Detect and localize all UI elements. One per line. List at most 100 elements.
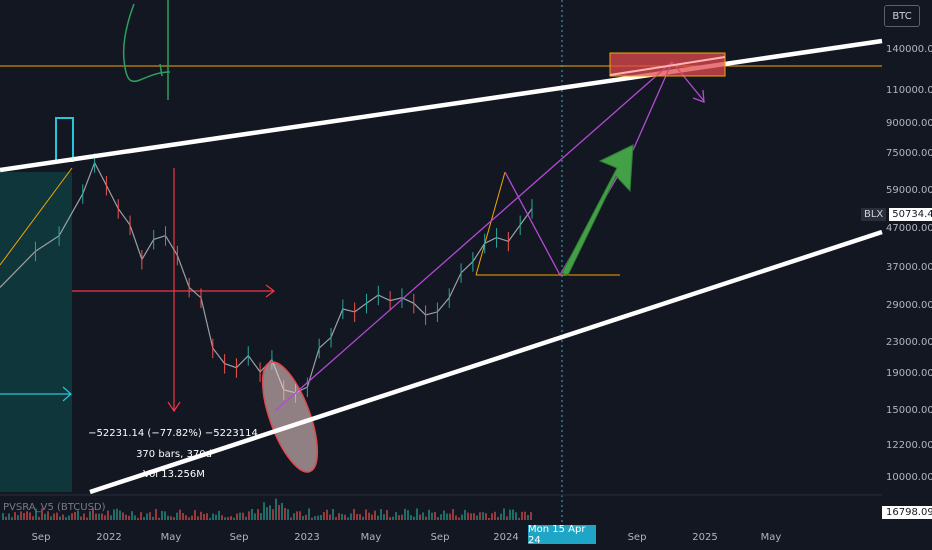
volume-bar — [140, 512, 142, 520]
volume-bar — [335, 517, 337, 520]
volume-bar — [338, 513, 340, 520]
volume-bar — [80, 516, 82, 520]
volume-bar — [245, 516, 247, 520]
early-trendline — [0, 167, 73, 266]
volume-bar — [392, 516, 394, 520]
time-axis-label: Sep — [230, 532, 249, 543]
volume-bar — [380, 509, 382, 520]
volume-bar — [299, 511, 301, 520]
time-axis-label: Sep — [628, 532, 647, 543]
volume-bar — [287, 509, 289, 520]
price-series — [0, 153, 533, 403]
triangle-side — [475, 171, 506, 276]
volume-bar — [167, 515, 169, 520]
measure-label-line3: Vol 13.256M — [143, 469, 205, 480]
time-axis-label: 2022 — [96, 532, 121, 543]
volume-bar — [281, 502, 283, 520]
volume-bar — [14, 512, 16, 520]
price-axis-label: 19000.00 — [886, 368, 932, 379]
volume-bar — [263, 502, 265, 520]
volume-bar — [368, 512, 370, 520]
volume-bar — [350, 513, 352, 520]
volume-bar — [467, 512, 469, 520]
volume-bar — [95, 513, 97, 520]
volume-bar — [464, 509, 466, 520]
price-axis-label: 110000.00 — [886, 85, 932, 96]
volume-bar — [521, 511, 523, 520]
price-axis[interactable]: 140000.00 110000.00 90000.00 75000.00 59000.… — [886, 44, 932, 483]
volume-bar — [428, 509, 430, 520]
volume-bar — [395, 512, 397, 520]
volume-bar — [152, 516, 154, 520]
volume-bar — [497, 517, 499, 520]
target-zone-highlight — [609, 56, 726, 76]
time-axis-label: 2023 — [294, 532, 319, 543]
volume-bar — [440, 514, 442, 520]
volume-bar — [455, 515, 457, 520]
volume-bar — [206, 513, 208, 520]
price-line — [0, 161, 533, 394]
volume-bar — [74, 511, 76, 520]
channel-upper — [0, 38, 883, 173]
last-price-tag: BLX 50734.44 — [861, 206, 932, 222]
teal-arrow-head — [62, 386, 72, 402]
time-axis[interactable]: Sep 2022 May Sep 2023 May Sep 2024 Sep 2025 May — [32, 532, 782, 543]
time-axis-label: 2025 — [692, 532, 717, 543]
volume-bar — [137, 517, 139, 520]
price-axis-label: 47000.00 — [886, 223, 932, 234]
volume-bars — [2, 498, 532, 520]
volume-bar — [473, 513, 475, 520]
time-axis-label: May — [161, 532, 182, 543]
projection-line — [274, 61, 673, 412]
last-price-value: 50734.44 — [889, 207, 932, 221]
volume-bar — [365, 509, 367, 520]
volume-bar — [296, 511, 298, 520]
volume-bar — [488, 517, 490, 520]
volume-bar — [524, 511, 526, 520]
volume-bar — [272, 509, 274, 520]
volume-bar — [260, 513, 262, 520]
volume-bar — [266, 507, 268, 520]
volume-bar — [530, 512, 532, 520]
handwritten-mark — [122, 0, 171, 100]
volume-bar — [389, 517, 391, 520]
volume-bar — [377, 515, 379, 520]
volume-bar — [77, 510, 79, 520]
volume-bar — [527, 515, 529, 520]
volume-bar — [104, 515, 106, 520]
volume-bar — [290, 517, 292, 520]
volume-bar — [92, 508, 94, 520]
volume-bar — [410, 515, 412, 520]
volume-bar — [191, 515, 193, 520]
time-axis-label: 2024 — [493, 532, 518, 543]
volume-bar — [50, 516, 52, 520]
volume-bar — [56, 512, 58, 520]
volume-bar — [371, 514, 373, 520]
volume-bar — [329, 514, 331, 520]
volume-bar — [275, 498, 277, 520]
volume-bar — [308, 508, 310, 520]
volume-bar — [11, 517, 13, 520]
price-axis-label: 37000.00 — [886, 262, 932, 273]
volume-bar — [35, 508, 37, 520]
volume-bar — [284, 507, 286, 520]
volume-bar — [32, 516, 34, 520]
volume-bar — [212, 513, 214, 520]
bottom-oval — [261, 361, 319, 473]
volume-bar — [278, 504, 280, 520]
volume-bar — [98, 513, 100, 520]
volume-bar — [257, 509, 259, 520]
volume-bar — [176, 512, 178, 520]
volume-bar — [407, 510, 409, 520]
volume-bar — [398, 515, 400, 520]
volume-bar — [182, 513, 184, 520]
volume-bar — [188, 517, 190, 520]
volume-bar — [449, 513, 451, 520]
volume-bar — [437, 517, 439, 520]
symbol-button[interactable]: BTC — [884, 5, 920, 27]
volume-bar — [323, 512, 325, 520]
volume-bar — [401, 514, 403, 520]
volume-bar — [344, 514, 346, 520]
price-axis-label: 12200.00 — [886, 440, 932, 451]
